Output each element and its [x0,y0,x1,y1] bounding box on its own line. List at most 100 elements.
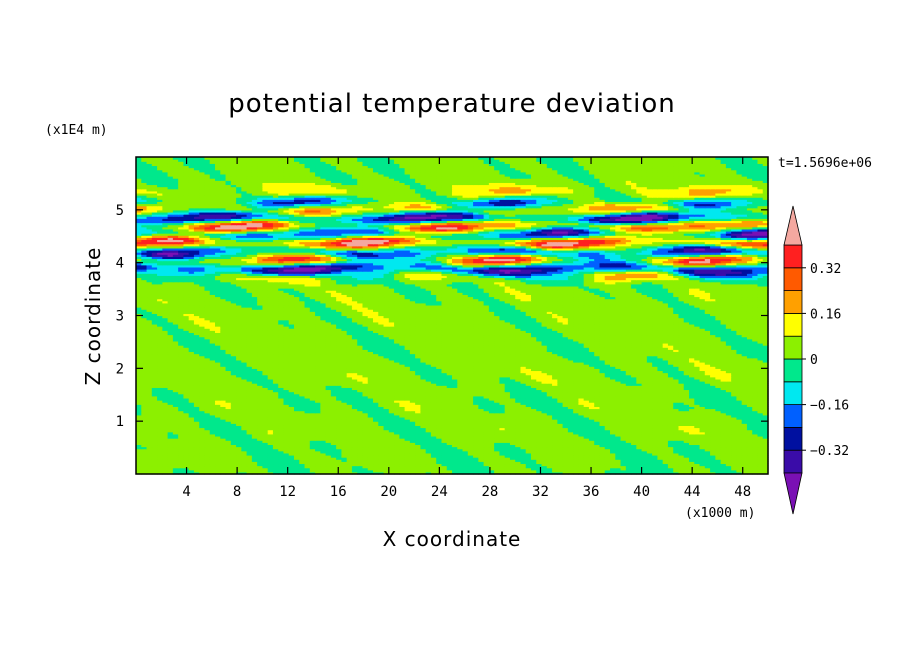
contour-cell [394,471,400,475]
contour-cell [330,463,337,467]
contour-cell [509,457,516,460]
contour-cell [420,461,427,465]
contour-cell [278,465,285,469]
contour-cell [515,454,522,458]
contour-cell [341,469,348,473]
contour-cell [646,471,653,475]
contour-cell [483,459,490,462]
contour-cell [604,463,611,467]
contour-cell [215,461,221,465]
contour-cell [136,454,142,458]
contour-cell [436,454,443,458]
contour-cell [620,457,627,460]
contour-cell [399,467,406,471]
contour-cell [373,469,379,473]
contour-cell [220,467,227,471]
contour-cell [441,454,448,458]
contour-cell [731,463,737,467]
contour-cell [241,469,248,473]
contour-cell [325,465,332,469]
contour-cell [362,471,369,475]
contour-cell [146,467,153,471]
contour-cell [657,461,664,465]
contour-cell [646,465,653,469]
contour-cell [467,459,474,462]
contour-cell [415,459,421,462]
contour-cell [757,471,764,475]
contour-cell [452,471,458,475]
contour-cell [525,457,532,460]
contour-cell [483,457,490,460]
contour-cell [689,461,695,465]
contour-cell [404,463,411,467]
contour-cell [241,471,248,475]
contour-cell [373,471,379,475]
contour-cell [662,469,669,473]
contour-cell [441,459,448,462]
contour-cell [710,463,716,467]
contour-cell [136,452,142,456]
contour-cell [409,471,416,475]
contour-cell [699,461,706,465]
contour-cell [315,457,321,460]
contour-cell [425,471,432,475]
contour-cell [652,471,658,475]
contour-cell [236,467,242,471]
contour-cell [146,465,153,469]
contour-cell [583,463,590,467]
contour-cell [467,469,474,473]
contour-cell [446,457,453,460]
contour-cell [325,469,332,473]
contour-cell [167,463,174,467]
contour-cell [278,454,285,458]
contour-cell [594,461,601,465]
contour-cell [462,457,469,460]
contour-cell [657,467,664,471]
contour-cell [657,471,664,475]
contour-cell [557,469,564,473]
contour-cell [746,469,753,473]
contour-cell [641,463,648,467]
contour-cell [257,454,263,458]
contour-cell [336,461,342,465]
contour-cell [731,457,737,460]
contour-cell [404,459,411,462]
contour-cell [288,465,295,469]
contour-cell [588,467,595,471]
contour-cell [694,471,701,475]
contour-cell [552,467,558,471]
contour-cell [304,454,311,458]
contour-cell [683,467,690,471]
contour-cell [241,454,248,458]
contour-cell [151,471,158,475]
contour-cell [588,457,595,460]
contour-cell [446,471,453,475]
contour-cell [141,461,148,465]
contour-cell [588,461,595,465]
contour-cell [631,469,637,473]
contour-cell [488,454,495,458]
contour-cell [241,467,248,471]
contour-cell [667,457,674,460]
contour-cell [388,457,395,460]
contour-cell [199,459,206,462]
contour-cell [151,457,158,460]
contour-cell [420,454,427,458]
contour-cell [741,467,748,471]
contour-cell [246,457,253,460]
contour-cell [441,463,448,467]
contour-cell [625,454,632,458]
contour-cell [689,454,695,458]
contour-cell [636,454,643,458]
contour-cell [520,459,527,462]
contour-cell [594,463,601,467]
contour-cell [715,467,722,471]
contour-cell [699,467,706,471]
contour-cell [473,467,479,471]
contour-cell [409,461,416,465]
contour-cell [183,457,190,460]
contour-cell [531,463,537,467]
contour-cell [383,467,390,471]
contour-cell [678,459,685,462]
contour-cell [162,465,169,469]
